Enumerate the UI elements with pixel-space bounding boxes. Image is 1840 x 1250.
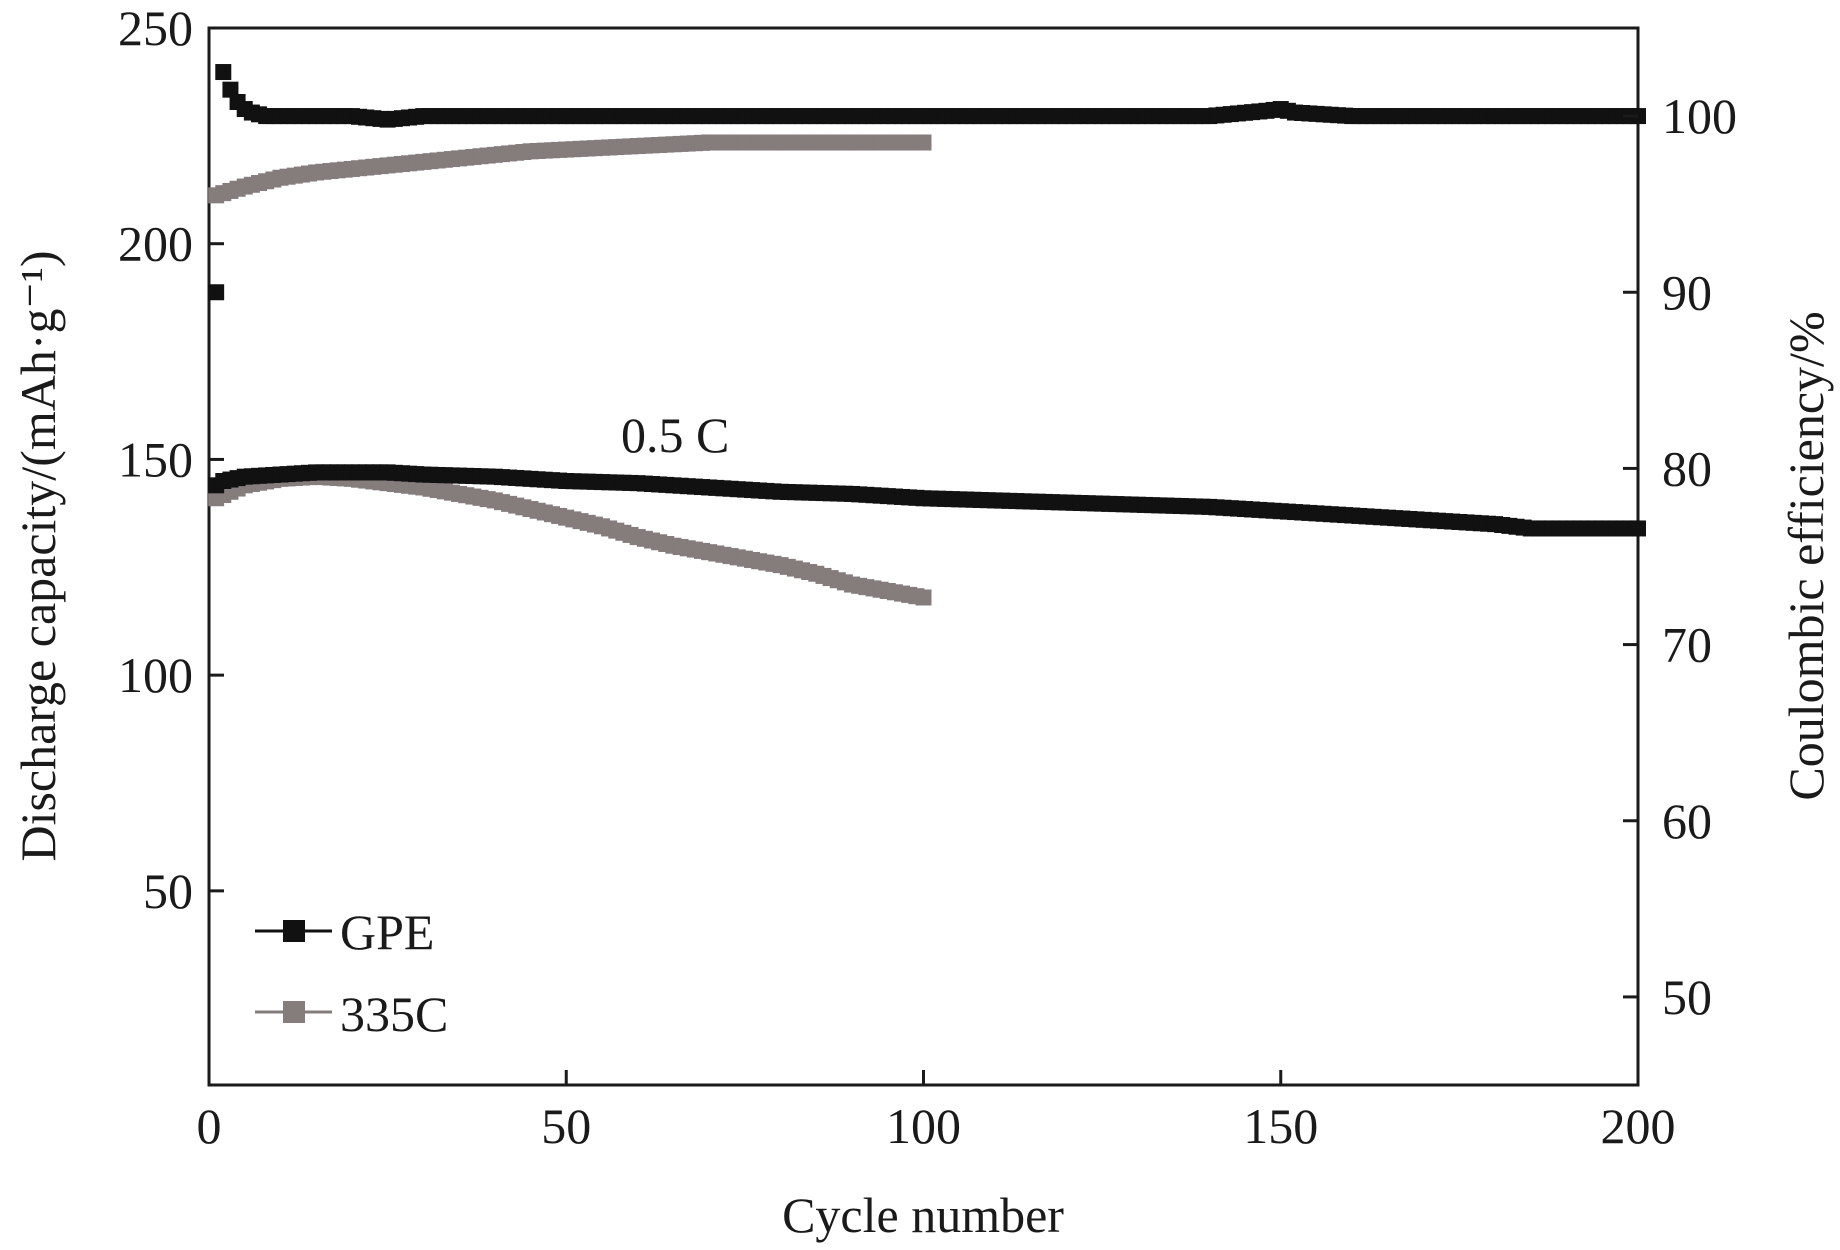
- series-layer: [208, 64, 1646, 606]
- legend-label-335c: 335C: [340, 986, 448, 1042]
- series-gpe-discharge-capacity: [208, 464, 1646, 537]
- y-left-tick-label: 100: [118, 647, 193, 703]
- y-right-tick-label: 70: [1662, 617, 1712, 673]
- y-left-tick-label: 250: [118, 0, 193, 56]
- ticks-layer: 0 50 100 150 200 50 100 150 200 250 50 60 70 80 90 100: [118, 0, 1737, 1154]
- rate-annotation: 0.5 C: [621, 407, 729, 463]
- data-point: [208, 284, 225, 301]
- series-335c-discharge-capacity: [208, 468, 932, 606]
- y-right-tick-label: 90: [1662, 264, 1712, 320]
- y-right-tick-label: 100: [1662, 88, 1737, 144]
- y-right-tick-label: 60: [1662, 793, 1712, 849]
- x-tick-label: 100: [886, 1098, 961, 1154]
- series-335c-coulombic-efficiency: [208, 134, 932, 204]
- data-point: [915, 134, 932, 151]
- y-left-tick-label: 150: [118, 431, 193, 487]
- x-axis-title: Cycle number: [782, 1187, 1064, 1243]
- series-gpe-coulombic-efficiency: [208, 64, 1646, 301]
- x-tick-label: 0: [197, 1098, 222, 1154]
- y-axis-left-title: Discharge capacity/(mAh·g⁻¹): [10, 250, 66, 861]
- y-right-tick-label: 80: [1662, 440, 1712, 496]
- data-point: [222, 81, 239, 98]
- legend-marker-335c: [283, 1001, 305, 1023]
- y-left-tick-label: 200: [118, 216, 193, 272]
- y-right-tick-label: 50: [1662, 969, 1712, 1025]
- legend-label-gpe: GPE: [340, 904, 434, 960]
- legend-marker-gpe: [283, 920, 305, 942]
- data-point: [915, 589, 932, 606]
- data-point: [215, 64, 232, 81]
- y-axis-right-title: Coulombic efficiency/%: [1778, 311, 1834, 800]
- x-tick-label: 150: [1243, 1098, 1318, 1154]
- data-point: [1630, 520, 1646, 537]
- y-left-tick-label: 50: [143, 863, 193, 919]
- legend: GPE 335C: [255, 904, 448, 1042]
- x-tick-label: 200: [1601, 1098, 1676, 1154]
- x-tick-label: 50: [541, 1098, 591, 1154]
